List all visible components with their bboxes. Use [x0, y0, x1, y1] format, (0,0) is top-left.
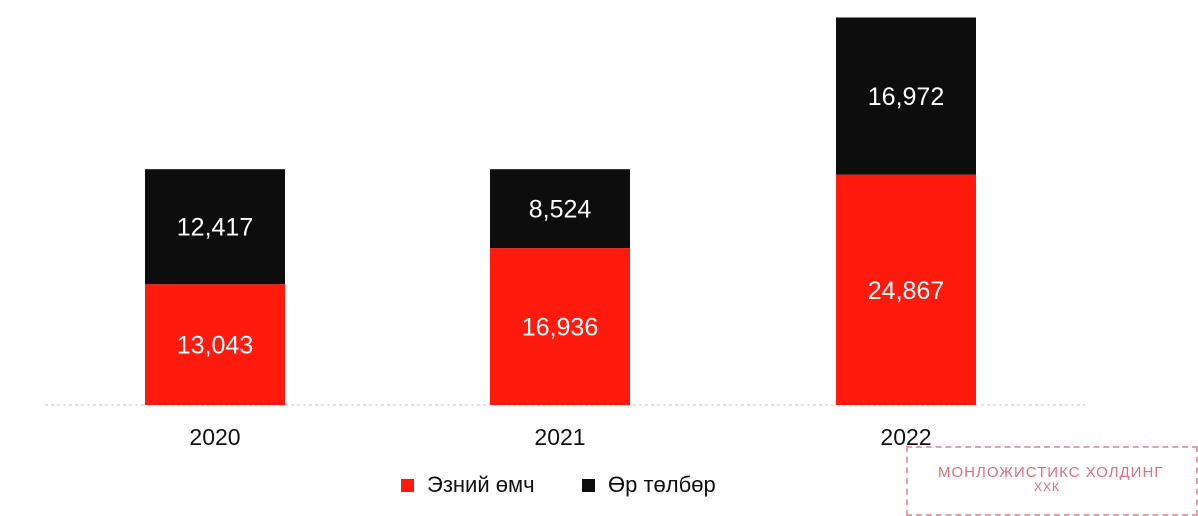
legend-label-0: Эзний өмч — [427, 472, 535, 497]
x-tick-2021: 2021 — [534, 424, 585, 450]
bars-layer: 13,043 12,417 16,936 8,524 24,867 16,972 — [145, 17, 976, 405]
bar-segment-2022-series-1 — [836, 17, 976, 175]
x-tick-2020: 2020 — [189, 424, 240, 450]
bar-segment-2021-series-0 — [490, 248, 630, 405]
data-label-2022-series-1: 16,972 — [868, 83, 944, 111]
company-stamp: МОНЛОЖИСТИКС ХОЛДИНГ ХХК — [906, 446, 1198, 516]
legend: Эзний өмч Өр төлбөр — [401, 472, 716, 497]
bar-segment-2021-series-1 — [490, 169, 630, 249]
stamp-company-name: МОНЛОЖИСТИКС ХОЛДИНГ — [938, 464, 1164, 481]
bar-segment-2020-series-0 — [145, 284, 285, 405]
stamp-company-suffix: ХХК — [1034, 480, 1060, 494]
legend-swatch-0 — [401, 479, 414, 492]
x-tick-2022: 2022 — [880, 424, 931, 450]
data-label-2021-series-1: 8,524 — [529, 196, 592, 224]
stacked-bar-chart: 13,043 12,417 16,936 8,524 24,867 16,972 2020… — [45, 17, 1085, 497]
data-label-2021-series-0: 16,936 — [522, 314, 598, 342]
x-tick-labels: 2020 2021 2022 — [189, 424, 931, 450]
bar-segment-2020-series-1 — [145, 169, 285, 285]
data-label-2020-series-1: 12,417 — [177, 214, 253, 242]
legend-label-1: Өр төлбөр — [608, 472, 716, 497]
bar-segment-2022-series-0 — [836, 174, 976, 405]
data-label-2022-series-0: 24,867 — [868, 277, 944, 305]
data-label-2020-series-0: 13,043 — [177, 332, 253, 360]
legend-swatch-1 — [582, 479, 595, 492]
